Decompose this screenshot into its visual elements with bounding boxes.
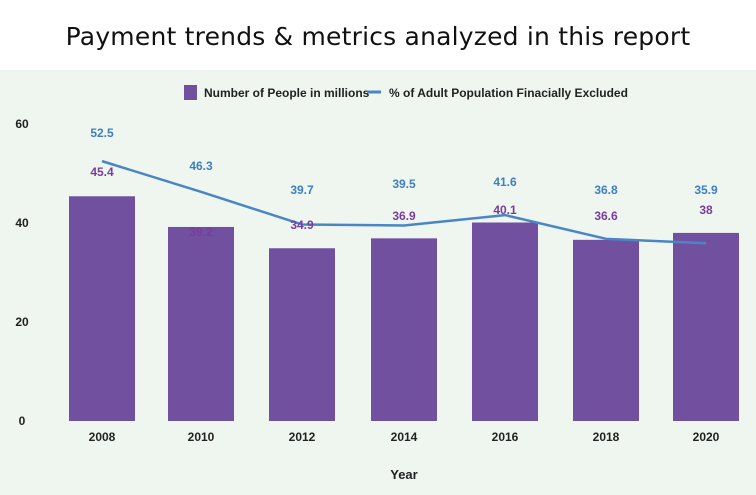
bars-group [69,196,739,421]
bar [69,196,135,421]
chart-title: Payment trends & metrics analyzed in thi… [65,22,691,51]
line-series-group [101,159,707,245]
bar-value-label: 40.1 [493,203,517,217]
legend-line-label: % of Adult Population Finacially Exclude… [389,86,628,100]
line-value-label: 39.5 [392,177,416,191]
x-axis-title: Year [390,467,417,482]
x-tick-label: 2010 [188,430,215,444]
title-band: Payment trends & metrics analyzed in thi… [0,0,756,70]
y-tick-label: 20 [15,315,29,329]
x-axis-ticks: 2008 2010 2012 2014 2016 2018 2020 [89,430,720,444]
line-value-label: 41.6 [493,175,517,189]
x-tick-label: 2012 [289,430,316,444]
line-labels-group: 52.5 46.3 39.7 39.5 41.6 36.8 35.9 [90,126,718,197]
legend: Number of People in millions % of Adult … [184,85,628,100]
bar-value-label: 38 [699,203,713,217]
y-axis-ticks: 0 20 40 60 [15,117,29,428]
bar-value-label: 36.9 [392,209,416,223]
y-tick-label: 0 [19,414,26,428]
bar-labels-group: 45.4 39.2 34.9 36.9 40.1 36.6 38 [90,165,713,239]
legend-bar-swatch [184,85,197,100]
y-tick-label: 60 [15,117,29,131]
bar-value-label: 39.2 [189,225,213,239]
line-value-label: 52.5 [90,126,114,140]
line-value-label: 36.8 [594,183,618,197]
bar [168,226,234,421]
bar-value-label: 36.6 [594,209,618,223]
x-tick-label: 2016 [492,430,519,444]
bar [269,248,335,421]
x-tick-label: 2018 [593,430,620,444]
line-value-label: 39.7 [290,183,314,197]
bar [371,238,437,421]
x-tick-label: 2008 [89,430,116,444]
x-tick-label: 2014 [391,430,418,444]
line-value-label: 35.9 [694,183,718,197]
legend-bar-label: Number of People in millions [204,86,370,100]
line-value-label: 46.3 [189,159,213,173]
x-tick-label: 2020 [693,430,720,444]
bar [673,232,739,421]
bar-value-label: 45.4 [90,165,114,179]
y-tick-label: 40 [15,216,29,230]
bar-value-label: 34.9 [290,218,314,232]
bar [472,222,538,421]
bar [573,239,639,421]
